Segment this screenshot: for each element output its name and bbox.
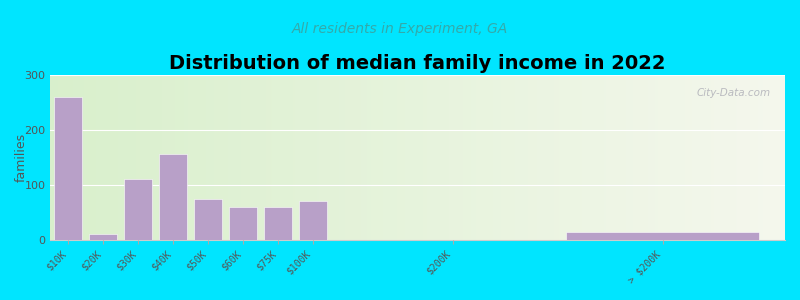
Bar: [158, 154, 186, 240]
Bar: [229, 207, 257, 240]
Y-axis label: families: families: [15, 133, 28, 182]
Bar: [298, 201, 326, 240]
Bar: [566, 232, 758, 240]
Text: All residents in Experiment, GA: All residents in Experiment, GA: [292, 22, 508, 36]
Text: City-Data.com: City-Data.com: [696, 88, 770, 98]
Bar: [264, 207, 292, 240]
Title: Distribution of median family income in 2022: Distribution of median family income in …: [170, 54, 666, 73]
Bar: [54, 97, 82, 240]
Bar: [89, 234, 117, 240]
Bar: [124, 179, 152, 240]
Bar: [194, 199, 222, 240]
